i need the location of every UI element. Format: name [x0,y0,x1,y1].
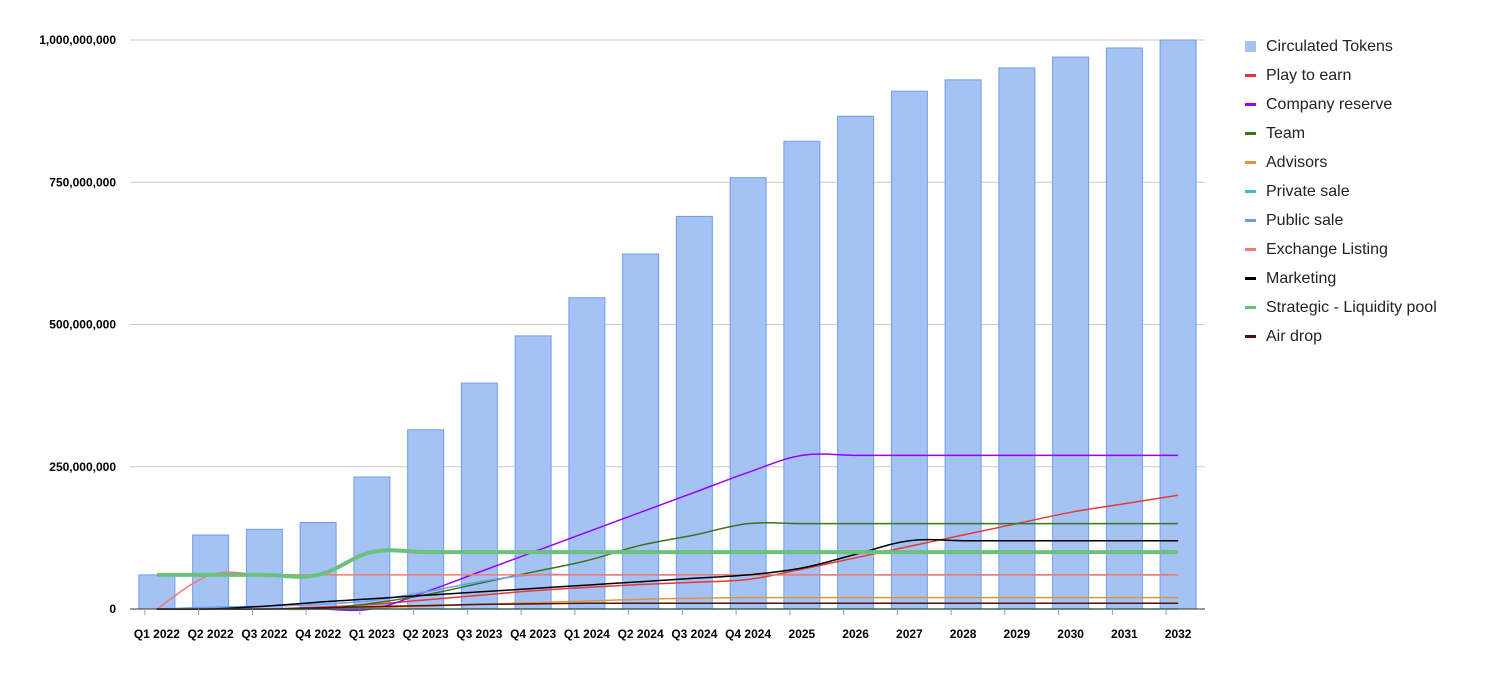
legend-item-advisors: Advisors [1245,148,1437,177]
y-tick-label: 250,000,000 [49,460,116,474]
legend-swatch [1245,103,1256,106]
line-strategic-liquidity-pool [156,548,1179,579]
bar-circulated-tokens [783,140,821,610]
y-axis-ticks: 0 250,000,000 500,000,000 750,000,000 1,000,… [39,33,116,616]
line-series [156,453,1179,612]
legend: Circulated Tokens Play to earn Company res… [1245,32,1437,351]
x-tick-label: 2026 [842,627,869,641]
legend-label: Private sale [1266,182,1350,200]
legend-swatch [1245,277,1256,280]
legend-item-exchange-listing: Exchange Listing [1245,235,1437,264]
bar-circulated-tokens [138,574,176,610]
line-air-drop [156,602,1179,610]
bar-circulated-tokens [514,335,552,610]
bar-circulated-tokens [299,522,337,610]
x-tick-label: Q3 2023 [456,627,502,641]
legend-item-team: Team [1245,119,1437,148]
bar-circulated-tokens [245,528,283,610]
legend-item-public-sale: Public sale [1245,206,1437,235]
legend-swatch [1245,41,1256,52]
x-tick-label: 2031 [1111,627,1138,641]
legend-item-marketing: Marketing [1245,264,1437,293]
legend-label: Public sale [1266,211,1344,229]
legend-label: Play to earn [1266,66,1352,84]
legend-item-company-reserve: Company reserve [1245,90,1437,119]
legend-label: Exchange Listing [1266,240,1388,258]
x-tick-label: 2025 [789,627,816,641]
legend-item-play-to-earn: Play to earn [1245,61,1437,90]
bar-circulated-tokens [998,67,1036,610]
x-tick-label: Q1 2024 [564,627,610,641]
x-tick-label: Q4 2023 [510,627,556,641]
bar-circulated-tokens [1052,56,1090,610]
legend-swatch [1245,132,1256,135]
bar-circulated-tokens [622,253,660,610]
legend-swatch [1245,248,1256,251]
bar-circulated-tokens [407,429,445,610]
bar-circulated-tokens [944,79,982,610]
legend-swatch [1245,74,1256,77]
bar-circulated-tokens [1105,47,1143,610]
x-tick-label: 2029 [1004,627,1031,641]
legend-label: Circulated Tokens [1266,37,1393,55]
legend-swatch [1245,306,1256,309]
x-tick-label: Q2 2024 [618,627,664,641]
x-tick-label: 2030 [1057,627,1084,641]
y-tick-label: 1,000,000,000 [39,33,116,47]
legend-swatch [1245,161,1256,164]
x-tick-label: Q2 2023 [403,627,449,641]
x-tick-label: Q4 2022 [295,627,341,641]
legend-item-circulated-tokens: Circulated Tokens [1245,32,1437,61]
legend-label: Strategic - Liquidity pool [1266,298,1437,316]
x-tick-label: Q1 2023 [349,627,395,641]
gridlines [130,39,1205,468]
bar-circulated-tokens [1159,39,1197,610]
legend-item-strategic-liquidity-pool: Strategic - Liquidity pool [1245,293,1437,322]
x-axis-ticks: Q1 2022 Q2 2022 Q3 2022 Q4 2022 Q1 2023 Q2 20… [134,609,1192,641]
bar-circulated-tokens [568,297,606,610]
legend-label: Marketing [1266,269,1337,287]
bar-circulated-tokens [729,177,767,610]
y-tick-label: 750,000,000 [49,175,116,189]
line-marketing [156,538,1179,610]
x-tick-label: Q3 2024 [671,627,717,641]
x-tick-label: Q4 2024 [725,627,771,641]
x-tick-label: Q1 2022 [134,627,180,641]
bar-circulated-tokens [890,90,928,610]
x-tick-label: Q2 2022 [188,627,234,641]
legend-swatch [1245,335,1256,338]
x-tick-label: 2028 [950,627,977,641]
legend-item-private-sale: Private sale [1245,177,1437,206]
legend-label: Company reserve [1266,95,1393,113]
x-tick-label: Q3 2022 [241,627,287,641]
bar-circulated-tokens [675,215,713,610]
legend-swatch [1245,219,1256,222]
bar-circulated-tokens [837,115,875,610]
bar-circulated-tokens [353,476,391,610]
legend-label: Team [1266,124,1306,142]
y-tick-label: 0 [109,602,116,616]
legend-item-air-drop: Air drop [1245,322,1437,351]
legend-swatch [1245,190,1256,193]
x-tick-label: 2032 [1165,627,1192,641]
y-tick-label: 500,000,000 [49,318,116,332]
legend-label: Advisors [1266,153,1328,171]
x-tick-label: 2027 [896,627,923,641]
legend-label: Air drop [1266,327,1323,345]
